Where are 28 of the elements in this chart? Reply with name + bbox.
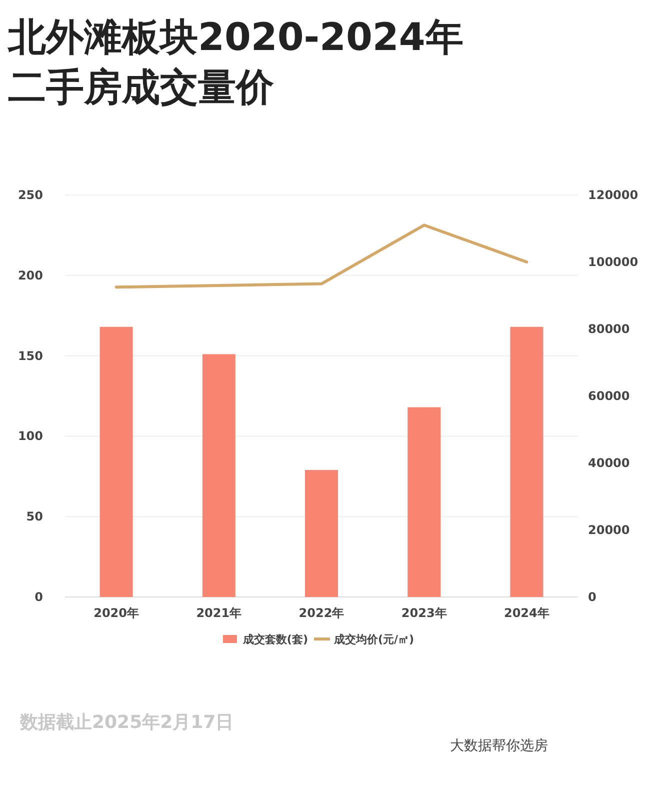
x-tick-label: 2021年 [196,606,242,620]
y-tick-label: 100 [18,429,43,444]
line-series [114,224,528,289]
x-tick-label: 2020年 [94,606,140,620]
bar [305,470,338,597]
y-tick-label: 0 [34,590,43,604]
x-tick-label: 2023年 [401,606,447,620]
bar [100,326,133,597]
y-tick-label: 200 [18,268,43,282]
y-tick-label: 250 [18,188,43,202]
y-tick-label: 50 [26,510,43,524]
bar [510,326,544,597]
y2-tick-label: 80000 [588,322,630,336]
y-tick-label: 150 [18,348,43,363]
x-tick-label: 2022年 [298,606,344,620]
bar [202,354,236,597]
y2-tick-label: 120000 [588,188,638,202]
y2-tick-label: 20000 [588,523,630,537]
bar [408,407,441,597]
legend-label: 成交套数(套) [242,633,308,646]
legend-label: 成交均价(元/㎡) [332,633,414,646]
y2-tick-label: 0 [588,590,596,604]
chart-title: 北外滩板块2020-2024年二手房成交量价 [8,14,464,111]
y2-tick-label: 40000 [588,456,630,470]
x-tick-label: 2024年 [504,606,550,620]
y2-tick-label: 60000 [588,389,630,403]
y2-tick-label: 100000 [588,255,638,269]
text: 大数据帮你选房 [450,738,548,754]
